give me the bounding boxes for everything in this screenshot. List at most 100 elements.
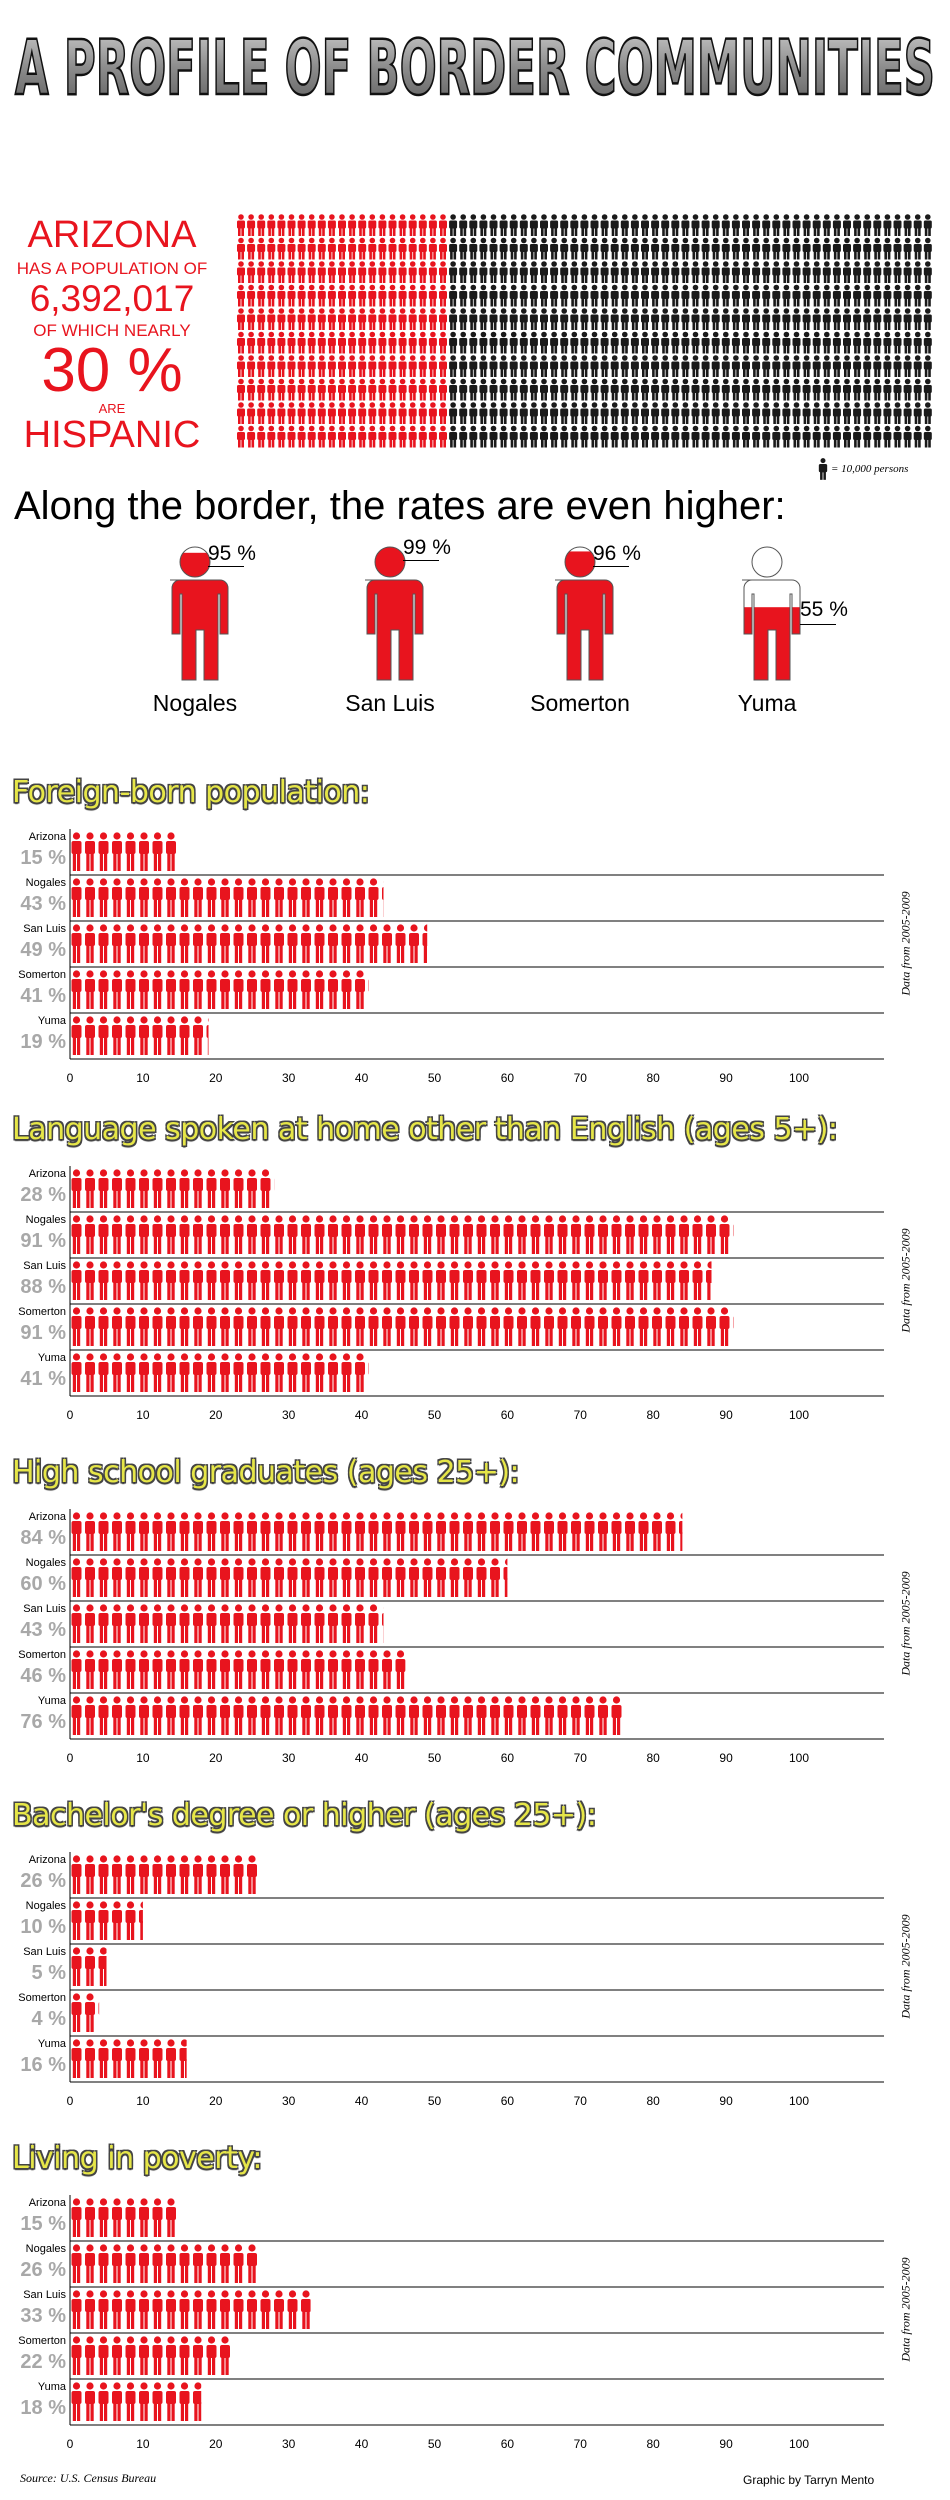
person-icon [873,284,882,307]
chart-section: Living in poverty: Arizona 15 % Nogales 26 %… [0,2141,950,2461]
person-icon [277,284,286,307]
person-icon [792,402,801,424]
person-icon [641,331,649,354]
person-icon [762,261,771,283]
person-icon [519,402,528,424]
chart-bar-nogales [71,1558,508,1597]
chart-value-label: 19 % [20,1031,66,1053]
person-icon [792,237,801,260]
city-percent-underline [593,566,629,567]
person-icon [469,261,478,283]
chart-bar-nogales [71,1901,143,1940]
person-icon [237,214,245,236]
person-icon [701,425,710,448]
person-icon [792,261,801,283]
person-icon [580,237,589,260]
person-icon [459,355,468,377]
person-icon [853,425,862,448]
person-icon [418,378,427,401]
person-icon [408,284,417,307]
chart-tick-label: 50 [427,1071,442,1085]
chart-bar-arizona [71,1169,275,1208]
person-icon [762,425,771,448]
chart-bar-nogales [71,2244,257,2283]
person-icon [297,284,306,307]
person-icon [449,261,458,283]
person-icon [620,425,629,448]
person-icon [277,402,286,424]
person-icon [721,355,730,377]
chart-tick-label: 50 [427,2437,442,2451]
chart-tick-label: 70 [573,1408,587,1422]
chart-tick-label: 20 [209,1751,223,1765]
person-icon [762,355,771,377]
person-icon [681,402,690,424]
person-icon [529,355,538,377]
person-icon [428,355,437,377]
person-icon [822,402,831,424]
person-icon [338,237,346,260]
chart-bar-arizona [71,2198,176,2237]
person-icon [499,308,508,330]
person-icon [681,331,690,354]
person-icon [923,237,932,260]
person-icon [772,331,781,354]
person-icon [540,355,548,377]
chart-tick-label: 80 [646,1408,660,1422]
person-icon [348,425,357,448]
person-icon [853,378,862,401]
person-icon [620,402,629,424]
person-icon [550,261,559,283]
person-icon [287,402,296,424]
person-icon [893,378,902,401]
person-icon [418,425,427,448]
person-icon [762,378,771,401]
person-icon [439,237,447,260]
person-icon [580,308,589,330]
person-icon [802,237,811,260]
chart-tick-label: 50 [427,2094,442,2108]
person-icon [368,237,377,260]
person-icon [277,378,286,401]
person-icon [519,261,528,283]
person-icon [540,425,548,448]
person-icon [287,425,296,448]
person-icon [358,402,367,424]
person-icon [509,308,518,330]
person-icon [267,425,276,448]
person-icon [257,331,266,354]
person-icon [721,214,730,236]
chart-bar-yuma [71,1353,369,1392]
person-icon [317,331,326,354]
person-icon [348,378,357,401]
chart-tick-label: 50 [427,1751,442,1765]
person-icon [742,402,750,424]
city-name: Somerton [530,690,630,716]
chart-category-label: Yuma [37,1015,66,1027]
person-icon [555,546,614,681]
person-icon [762,308,771,330]
chart-side-note: Data from 2005-2009 [898,2257,913,2362]
person-icon [731,214,740,236]
person-icon [570,237,579,260]
person-icon [327,355,336,377]
person-icon [772,214,781,236]
person-icon [822,214,831,236]
person-icon [358,237,367,260]
person-icon [772,425,781,448]
person-icon [378,425,387,448]
source-note: Source: U.S. Census Bureau [20,2471,157,2485]
person-icon [439,214,447,236]
person-icon [257,237,266,260]
person-icon [721,402,730,424]
person-icon [742,425,750,448]
chart-tick-label: 70 [573,1071,587,1085]
person-icon [590,214,599,236]
chart-bar-yuma [71,1016,209,1055]
person-icon [509,425,518,448]
person-icon [499,402,508,424]
person-icon [499,378,508,401]
person-icon [691,378,700,401]
chart-tick-label: 10 [136,2437,150,2451]
chart-category-label: Somerton [18,969,66,981]
